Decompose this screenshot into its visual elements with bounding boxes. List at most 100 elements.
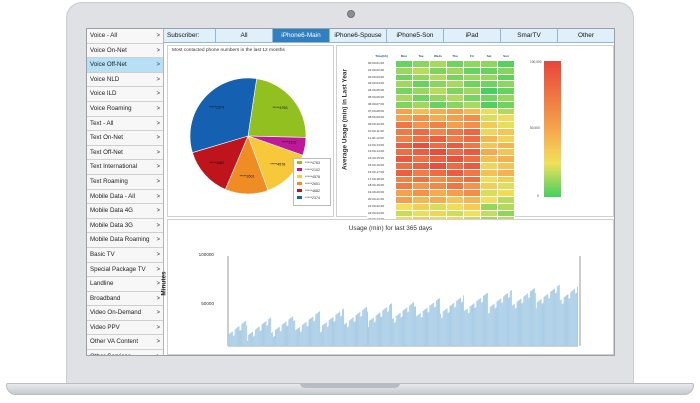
- usage-bar: [480, 298, 482, 346]
- sidebar-item[interactable]: Mobile Data Roaming >: [87, 233, 163, 248]
- usage-bar: [325, 322, 327, 346]
- usage-bar: [300, 331, 302, 346]
- sidebar-item[interactable]: Mobile Data 4G >: [87, 204, 163, 219]
- subscriber-tab[interactable]: SmarTV: [501, 29, 558, 42]
- usage-bar-panel: Usage (min) for last 365 days Minutes 10…: [161, 219, 614, 355]
- usage-bar: [336, 314, 338, 346]
- usage-bar: [316, 313, 318, 346]
- usage-bar: [344, 323, 346, 346]
- sidebar-item[interactable]: Text Roaming >: [87, 175, 163, 190]
- usage-bar: [348, 320, 350, 346]
- usage-bar: [298, 328, 299, 346]
- usage-bar: [341, 315, 343, 346]
- sidebar-item[interactable]: Special Package TV >: [87, 263, 163, 278]
- heatmap-cell: [446, 175, 464, 184]
- usage-bar: [240, 330, 242, 346]
- usage-bar: [412, 303, 414, 346]
- heatmap-cell: [497, 73, 515, 82]
- sidebar-item[interactable]: Video PPV >: [87, 321, 163, 336]
- usage-bar: [367, 311, 368, 346]
- sidebar-item[interactable]: Text - All >: [87, 117, 163, 132]
- sidebar-item-label: Mobile Data 3G: [90, 221, 133, 229]
- subscriber-tab[interactable]: iPhone5-Son: [387, 29, 444, 42]
- sidebar-item-label: Text International: [90, 163, 138, 171]
- heatmap-cell: [395, 100, 413, 109]
- heatmap-row-label: 20:00-21:00: [367, 195, 396, 204]
- sidebar-item[interactable]: Voice Off-Net >: [87, 58, 163, 73]
- sidebar-item[interactable]: Other Services >: [87, 350, 163, 355]
- usage-bar: [244, 321, 246, 346]
- sidebar-item[interactable]: Video On-Demand >: [87, 306, 163, 321]
- usage-bar: [322, 324, 324, 346]
- chevron-right-icon: >: [156, 91, 160, 98]
- subscriber-tab[interactable]: Other: [558, 29, 614, 42]
- heatmap-cell: [480, 195, 498, 204]
- usage-bar: [567, 294, 569, 346]
- usage-bar: [483, 295, 485, 346]
- heatmap-cell: [446, 93, 464, 102]
- sidebar-item[interactable]: Voice ILD >: [87, 87, 163, 102]
- pie-slice-label: *****4578: [270, 162, 285, 166]
- usage-bar: [557, 285, 559, 346]
- usage-bar: [390, 304, 392, 346]
- usage-bar: [496, 301, 498, 346]
- sidebar-item[interactable]: Other VA Content >: [87, 335, 163, 351]
- heatmap-cell: [395, 161, 413, 170]
- heatmap-cell: [395, 107, 413, 116]
- usage-bar: [506, 293, 508, 346]
- heatmap-cell: [463, 73, 481, 82]
- usage-bar: [573, 289, 575, 346]
- sidebar-item[interactable]: Mobile Data - All >: [87, 190, 163, 205]
- subscriber-tab[interactable]: iPhone6-Spouse: [330, 29, 387, 42]
- sidebar-item[interactable]: Voice - All >: [87, 29, 163, 44]
- legend-item: *****2374: [294, 194, 330, 201]
- sidebar-item[interactable]: Voice Roaming >: [87, 102, 163, 117]
- usage-bar: [416, 315, 418, 346]
- heatmap-cell: [480, 161, 498, 170]
- usage-bar: [426, 307, 428, 346]
- sidebar-item[interactable]: Landline >: [87, 277, 163, 292]
- chevron-right-icon: >: [156, 120, 160, 127]
- sidebar-item[interactable]: Text Off-Net >: [87, 146, 163, 161]
- usage-bar: [554, 288, 555, 346]
- usage-bar: [379, 312, 381, 346]
- app-screen: Voice - All > Voice On-Net > Voice Off-Net > V…: [86, 28, 615, 356]
- subscriber-tab[interactable]: iPhone6-Main: [273, 29, 330, 42]
- usage-bar: [511, 305, 513, 346]
- sidebar-item[interactable]: Text International >: [87, 160, 163, 175]
- usage-bar: [372, 317, 374, 346]
- usage-bar: [498, 299, 500, 346]
- usage-bar: [278, 326, 280, 346]
- pie-slice-label: *****4763: [272, 106, 287, 110]
- usage-bar: [269, 318, 271, 346]
- usage-bar: [242, 323, 244, 346]
- usage-bar: [435, 306, 437, 346]
- usage-bar: [562, 303, 564, 346]
- usage-bar: [363, 309, 365, 346]
- usage-bar: [355, 315, 357, 346]
- usage-bar: [246, 325, 248, 346]
- usage-bar: [251, 332, 252, 346]
- subscriber-tab[interactable]: All: [216, 29, 273, 42]
- sidebar-item[interactable]: Broadband >: [87, 292, 163, 307]
- subscriber-tab[interactable]: iPad: [444, 29, 501, 42]
- sidebar-item[interactable]: Voice On-Net >: [87, 44, 163, 59]
- usage-bar: [359, 312, 361, 346]
- usage-bar: [436, 300, 438, 346]
- sidebar-item[interactable]: Basic TV >: [87, 248, 163, 263]
- sidebar-item[interactable]: Text On-Net >: [87, 131, 163, 146]
- sidebar-item[interactable]: Mobile Data 3G >: [87, 219, 163, 234]
- heatmap-row-label: 17:00-18:00: [367, 175, 396, 184]
- usage-bar: [234, 329, 236, 346]
- chevron-right-icon: >: [156, 208, 160, 215]
- heatmap-cell: [463, 80, 481, 89]
- sidebar-item[interactable]: Voice NLD >: [87, 73, 163, 88]
- usage-bar: [529, 297, 531, 346]
- usage-bar: [262, 323, 264, 346]
- usage-bar: [349, 319, 351, 346]
- usage-bar: [414, 306, 416, 346]
- usage-bar: [477, 300, 479, 346]
- usage-bar: [540, 299, 542, 346]
- usage-bar: [365, 307, 367, 346]
- heatmap-cell: [412, 127, 430, 136]
